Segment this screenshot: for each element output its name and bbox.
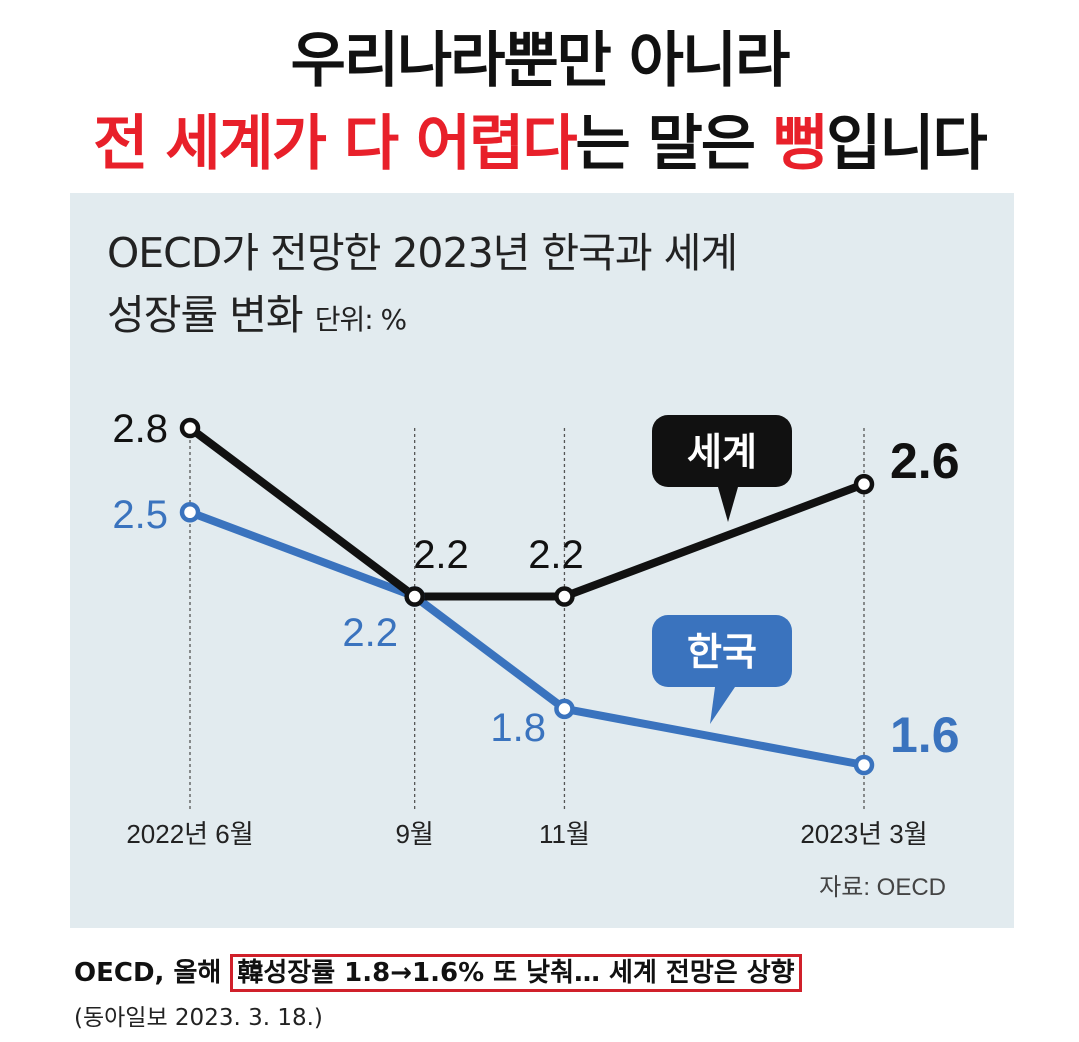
news-caption: OECD, 올해 韓성장률 1.8→1.6% 또 낮춰… 세계 전망은 상향 [74,952,802,992]
headline-black-end: 입니다 [826,109,988,179]
legend-korea-pointer [710,687,735,724]
legend-korea-box [652,615,792,687]
data-label: 1.6 [890,707,960,763]
caption-highlight: 韓성장률 1.8→1.6% 또 낮춰… 세계 전망은 상향 [230,954,802,992]
data-label: 2.2 [342,611,398,655]
data-label: 2.6 [890,433,960,489]
series-line-world [186,424,868,601]
caption-prefix: OECD, 올해 [74,958,231,988]
series-line-korea [186,508,868,769]
legend-world-label: 세계 [687,430,757,474]
data-point-korea [853,754,875,776]
data-point-world [853,473,875,495]
headline-red-phrase: 전 세계가 다 어렵다 [93,109,577,179]
x-tick-label: 11월 [539,819,590,849]
data-point-world [179,417,201,439]
headline-red-word: 뻥 [772,109,828,179]
chart-title-line-2: 성장률 변화 단위: % [107,291,407,339]
x-tick-label: 9월 [395,819,433,849]
data-point-world [404,586,425,607]
chart-source: 자료: OECD [819,874,946,901]
legend-korea-label: 한국 [687,630,757,674]
data-label: 2.2 [413,533,469,577]
chart-title: OECD가 전망한 2023년 한국과 세계 성장률 변화 단위: % [107,222,738,351]
data-point-world [554,586,575,607]
chart-title-line-1: OECD가 전망한 2023년 한국과 세계 [107,229,738,277]
caption-source: (동아일보 2023. 3. 18.) [74,1005,323,1031]
headline-black-phrase: 는 말은 [575,109,773,179]
data-point-korea [554,698,575,720]
data-label: 2.8 [112,407,168,451]
chart-unit: 단위: % [314,303,407,336]
data-label: 1.8 [490,706,546,750]
data-label: 2.5 [112,493,168,537]
x-tick-label: 2022년 6월 [126,819,253,849]
data-label: 2.2 [528,533,584,577]
legend-world-box [652,415,792,487]
data-point-korea [179,502,201,523]
chart-panel [70,193,1014,928]
headline-line-2: 전 세계가 다 어렵다는 말은 뻥입니다 [0,95,1079,182]
legend-world-pointer [718,487,738,522]
x-tick-label: 2023년 3월 [800,819,927,849]
headline-line-1: 우리나라뿐만 아니라 [290,26,791,96]
